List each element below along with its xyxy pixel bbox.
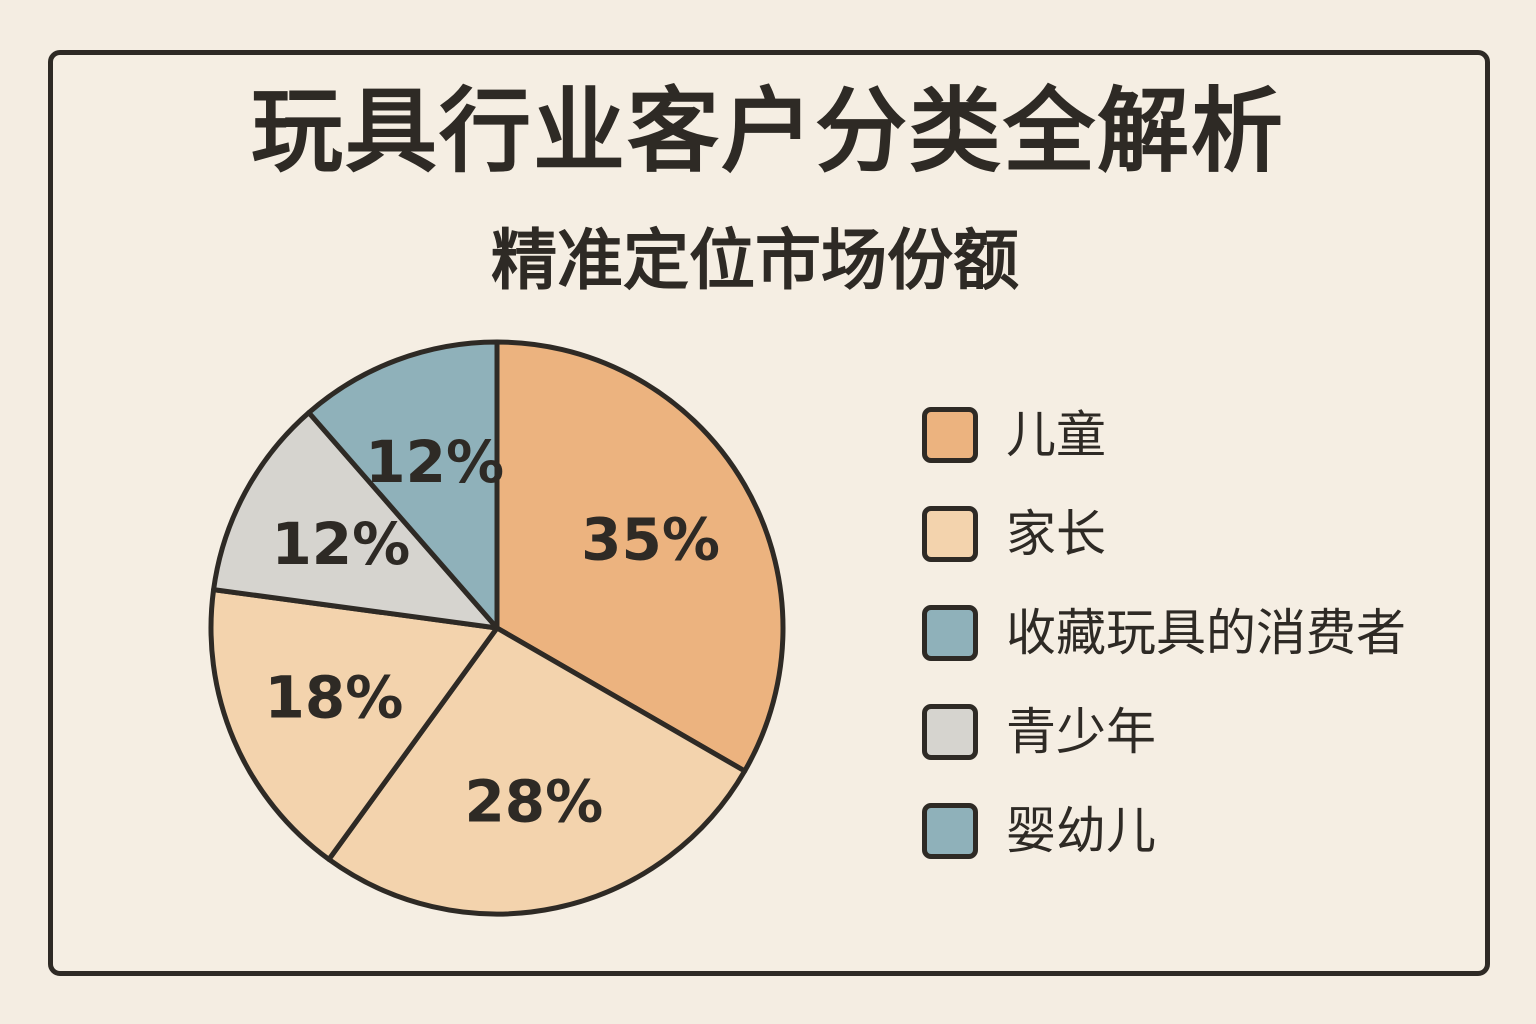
slice-value-label: 28% <box>464 767 603 835</box>
legend-label: 收藏玩具的消费者 <box>1006 604 1406 662</box>
legend: 儿童 家长 收藏玩具的消费者 青少年 婴幼儿 <box>922 404 1462 899</box>
chart-subtitle: 精准定位市场份额 <box>491 222 1019 299</box>
legend-item: 儿童 <box>922 404 1462 466</box>
slice-value-label: 35% <box>581 505 720 573</box>
slice-value-label: 12% <box>365 428 504 496</box>
pie-slice <box>211 410 500 631</box>
legend-swatch <box>922 605 978 661</box>
slice-value-label: 18% <box>265 664 404 732</box>
legend-swatch <box>922 506 978 562</box>
legend-item: 婴幼儿 <box>922 800 1462 862</box>
legend-item: 收藏玩具的消费者 <box>922 602 1462 664</box>
legend-swatch <box>922 704 978 760</box>
legend-item: 家长 <box>922 503 1462 565</box>
chart-title: 玩具行业客户分类全解析 <box>250 78 1285 185</box>
slice-value-label: 12% <box>271 510 410 578</box>
legend-item: 青少年 <box>922 701 1462 763</box>
pie-slice <box>306 339 500 631</box>
pie-slice <box>208 587 500 862</box>
legend-label: 青少年 <box>1006 703 1156 761</box>
legend-label: 家长 <box>1006 505 1106 563</box>
pie-slice <box>326 625 748 917</box>
legend-swatch <box>922 407 978 463</box>
pie-slice <box>494 339 786 774</box>
legend-swatch <box>922 803 978 859</box>
legend-label: 婴幼儿 <box>1006 802 1156 860</box>
legend-label: 儿童 <box>1006 406 1106 464</box>
